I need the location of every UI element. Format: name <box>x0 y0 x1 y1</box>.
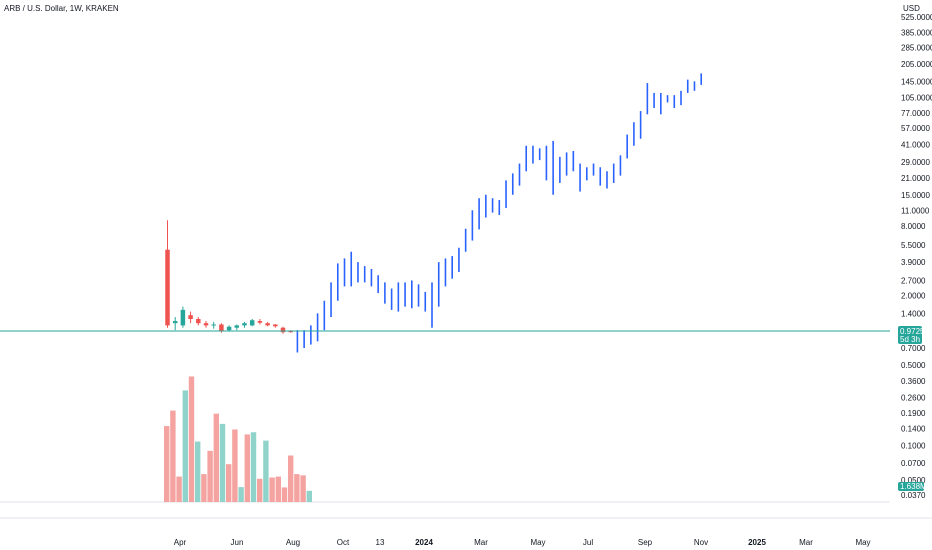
y-tick-label: 145.0000 <box>901 77 932 86</box>
y-tick-label: 29.0000 <box>901 158 930 167</box>
y-tick-label: 0.1400 <box>901 425 926 434</box>
y-tick-label: 11.0000 <box>901 206 930 215</box>
x-tick-label: 13 <box>376 538 385 547</box>
volume-bar <box>232 429 238 502</box>
y-tick-label: 0.0700 <box>901 459 926 468</box>
projection-bars <box>296 73 703 353</box>
y-tick-label: 57.0000 <box>901 124 930 133</box>
x-tick-label: Apr <box>174 538 187 547</box>
x-tick-label: Mar <box>799 538 813 547</box>
volume-bar <box>288 455 294 502</box>
candle-body <box>273 324 278 327</box>
x-tick-label: Mar <box>474 538 488 547</box>
y-tick-label: 0.0370 <box>901 491 926 500</box>
candle-body <box>165 249 170 326</box>
y-tick-label: 77.0000 <box>901 109 930 118</box>
volume-bar <box>188 376 195 502</box>
x-tick-label: Jul <box>583 538 593 547</box>
volume-bar <box>244 434 250 502</box>
bar-countdown: 5d 3h <box>900 335 920 344</box>
y-axis-ticks: 525.0000 385.0000 285.0000 205.0000 145.0000… <box>901 13 932 500</box>
y-tick-label: 8.0000 <box>901 222 926 231</box>
y-tick-label: 0.1900 <box>901 409 926 418</box>
volume-bars <box>164 376 312 502</box>
x-tick-label: Jun <box>231 538 244 547</box>
volume-bar <box>238 487 244 502</box>
candle-body <box>226 326 232 331</box>
candle-body <box>242 323 247 326</box>
x-axis-ticks: Apr Jun Aug Oct 13 2024 Mar May Jul Sep Nov 2025 Mar… <box>174 538 871 547</box>
y-tick-label: 0.1000 <box>901 441 926 450</box>
y-tick-label: 385.0000 <box>901 29 932 38</box>
volume-bar <box>306 490 312 502</box>
volume-bar <box>213 413 219 502</box>
candle-body <box>172 321 178 324</box>
x-tick-label: May <box>530 538 545 547</box>
volume-bar <box>250 432 257 502</box>
volume-bar <box>195 441 201 502</box>
candle-body <box>219 324 224 332</box>
candle-body <box>211 324 216 326</box>
last-price-value: 0.9725 <box>900 327 925 336</box>
candle-body <box>203 323 209 326</box>
volume-value: 1.638M <box>900 482 927 491</box>
candle-body <box>257 321 263 323</box>
candle-body <box>188 315 193 320</box>
y-tick-label: 5.5000 <box>901 241 926 250</box>
volume-bar <box>207 450 213 502</box>
y-tick-label: 0.3600 <box>901 377 926 386</box>
candlesticks <box>165 220 293 334</box>
x-tick-label: 2024 <box>415 538 433 547</box>
candle-body <box>249 320 255 326</box>
candle-body <box>280 327 286 333</box>
y-tick-label: 3.9000 <box>901 258 926 267</box>
candle-body <box>196 319 201 324</box>
y-tick-label: 0.2600 <box>901 394 926 403</box>
y-tick-label: 105.0000 <box>901 94 932 103</box>
y-tick-label: 285.0000 <box>901 44 932 53</box>
y-tick-label: 2.0000 <box>901 292 926 301</box>
x-tick-label: 2025 <box>748 538 766 547</box>
last-price-badge: 0.9725 5d 3h <box>898 326 925 344</box>
y-tick-label: 2.7000 <box>901 277 926 286</box>
volume-bar <box>182 390 188 502</box>
volume-bar <box>294 474 300 502</box>
y-tick-label: 0.0500 <box>901 476 926 485</box>
volume-badge: 1.638M <box>898 482 927 491</box>
volume-bar <box>257 478 263 502</box>
candle-body <box>180 309 186 326</box>
volume-bar <box>170 410 176 502</box>
y-tick-label: 15.0000 <box>901 191 930 200</box>
candle-body <box>234 325 240 328</box>
y-tick-label: 1.4000 <box>901 309 926 318</box>
x-tick-label: Nov <box>694 538 708 547</box>
volume-bar <box>263 440 269 502</box>
volume-bar <box>269 477 275 502</box>
x-tick-label: May <box>855 538 870 547</box>
x-tick-label: Sep <box>638 538 653 547</box>
y-tick-label: 525.0000 <box>901 13 932 22</box>
y-tick-label: 41.0000 <box>901 141 930 150</box>
volume-bar <box>219 423 226 502</box>
y-tick-label: 0.7000 <box>901 344 926 353</box>
candle-body <box>265 323 270 326</box>
volume-bar <box>164 426 170 502</box>
volume-bar <box>176 476 182 502</box>
volume-bar <box>226 464 232 502</box>
candle-body <box>288 331 293 333</box>
y-tick-label: 0.5000 <box>901 361 926 370</box>
y-tick-label: 21.0000 <box>901 174 930 183</box>
x-tick-label: Oct <box>337 538 350 547</box>
currency-label: USD <box>903 4 920 13</box>
x-tick-label: Aug <box>286 538 300 547</box>
volume-bar <box>281 487 288 502</box>
volume-bar <box>300 475 306 502</box>
symbol-title: ARB / U.S. Dollar, 1W, KRAKEN <box>4 4 119 13</box>
y-tick-label: 205.0000 <box>901 60 932 69</box>
volume-bar <box>275 476 281 502</box>
volume-bar <box>201 474 207 502</box>
